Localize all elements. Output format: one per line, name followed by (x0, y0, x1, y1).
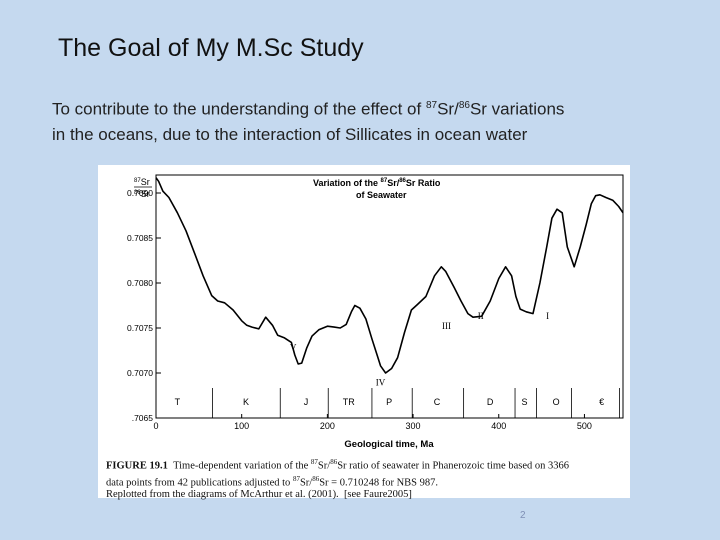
y-axis-label-numerator: 87Sr (134, 177, 150, 187)
y-axis-ticks: .7065 0.7070 0.7075 0.7080 0.7085 0.7090 (127, 188, 161, 423)
period-label: TR (343, 397, 355, 407)
caption-sup-4: 86 (312, 474, 320, 483)
x-tick-label: 200 (320, 421, 335, 431)
strontium-figure: Variation of the 87Sr/86Sr Ratio of Seaw… (98, 165, 630, 501)
period-label: D (487, 397, 494, 407)
y-tick-label: 0.7085 (127, 233, 153, 243)
subtitle-text-2: Sr/ (437, 99, 459, 119)
period-label: C (434, 397, 441, 407)
caption-line-3: Replotted from the diagrams of McArthur … (106, 489, 626, 501)
subtitle-text-1: To contribute to the understanding of th… (52, 99, 426, 119)
minimum-label: II (478, 311, 484, 321)
chart-title-line-2: of Seawater (356, 190, 407, 200)
x-tick-label: 300 (406, 421, 421, 431)
y-tick-label: 0.7075 (127, 323, 153, 333)
caption-text-1b: Sr/ (317, 460, 331, 472)
caption-sup-1: 87 (310, 458, 318, 466)
sr-ratio-line (155, 177, 624, 374)
caption-sup-2: 86 (330, 458, 338, 466)
subtitle-line-1: To contribute to the understanding of th… (52, 93, 702, 122)
slide-title: The Goal of My M.Sc Study (58, 34, 364, 62)
x-axis-ticks: 0 100 200 300 400 500 (153, 414, 592, 431)
page-number: 2 (520, 510, 526, 521)
caption-text-2c: Sr = 0.710248 for NBS 987. (319, 477, 439, 488)
chart-title: Variation of the 87Sr/86Sr Ratio (313, 178, 441, 188)
subtitle-sup-2: 86 (458, 100, 470, 111)
minimum-label: III (442, 321, 451, 331)
subtitle-text-3: Sr variations (469, 99, 565, 119)
y-tick-label: 0.7080 (127, 278, 153, 288)
y-axis-label-denominator: 86Sr (134, 189, 150, 199)
caption-sup-3: 87 (292, 474, 300, 483)
caption-text-1a: Time-dependent variation of the (173, 460, 311, 472)
period-label: € (599, 397, 604, 407)
slide-subtitle: To contribute to the understanding of th… (52, 93, 702, 147)
x-tick-label: 0 (153, 421, 158, 431)
y-tick-label: 0.7070 (127, 368, 153, 378)
period-label: P (386, 397, 392, 407)
period-label: O (553, 397, 560, 407)
period-label: K (243, 397, 249, 407)
y-tick-label: 0.7090 (127, 188, 153, 198)
subtitle-sup-1: 87 (425, 100, 438, 111)
subtitle-line-2: in the oceans, due to the interaction of… (52, 124, 528, 144)
y-tick-label: .7065 (132, 413, 154, 423)
caption-label: FIGURE 19.1 (106, 460, 168, 472)
caption-text-1c: Sr ratio of seawater in Phanerozoic time… (337, 460, 569, 472)
period-label: J (304, 397, 309, 407)
x-tick-label: 500 (577, 421, 592, 431)
caption-text-2a: data points from 42 publications adjuste… (106, 477, 293, 488)
caption-line-1: FIGURE 19.1 Time-dependent variation of … (106, 456, 626, 473)
minimum-label: IV (376, 378, 386, 388)
period-label: T (175, 397, 181, 407)
x-tick-label: 400 (491, 421, 506, 431)
strontium-chart: Variation of the 87Sr/86Sr Ratio of Seaw… (127, 174, 624, 450)
minimum-label: V (290, 343, 297, 353)
x-axis-label: Geological time, Ma (344, 439, 434, 450)
series-layer (155, 177, 624, 374)
x-tick-label: 100 (234, 421, 249, 431)
caption-text-3: Replotted from the diagrams of McArthur … (106, 489, 339, 500)
plot-area-frame (155, 174, 624, 419)
period-band: T K J TR P C D S O € (175, 388, 620, 418)
minimum-label: I (546, 311, 549, 321)
caption-text-2b: Sr/ (299, 477, 313, 488)
figure-caption: FIGURE 19.1 Time-dependent variation of … (106, 456, 626, 501)
caption-source: [see Faure2005] (343, 489, 412, 500)
period-label: S (521, 397, 527, 407)
caption-line-2: data points from 42 publications adjuste… (106, 473, 626, 490)
